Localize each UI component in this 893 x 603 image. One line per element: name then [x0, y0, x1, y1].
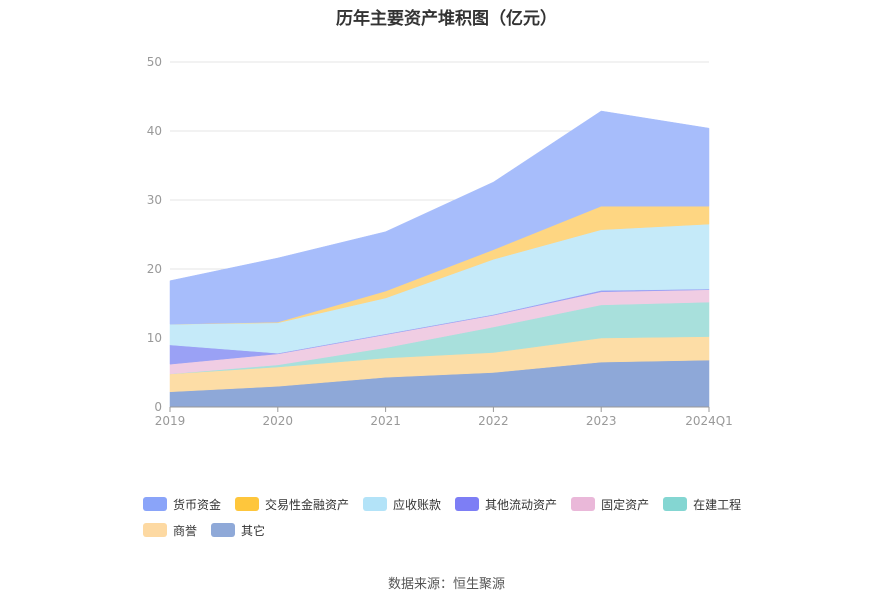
x-tick-label: 2022: [478, 414, 509, 428]
legend-label: 在建工程: [693, 497, 742, 512]
legend-swatch: [211, 523, 236, 537]
legend-swatch: [663, 497, 688, 511]
x-tick-label: 2021: [370, 414, 401, 428]
y-tick-label: 20: [147, 262, 162, 276]
y-tick-label: 40: [147, 124, 162, 138]
x-tick-label: 2023: [586, 414, 617, 428]
legend-swatch: [455, 497, 480, 511]
legend-item[interactable]: 其他流动资产: [455, 495, 557, 513]
legend-swatch: [143, 497, 167, 511]
legend-item[interactable]: 交易性金融资产: [235, 495, 349, 513]
legend-label: 固定资产: [601, 497, 650, 512]
legend-swatch: [363, 497, 388, 511]
area-series-货币资金: [169, 110, 710, 325]
x-tick-label: 2020: [263, 414, 294, 428]
legend-label: 交易性金融资产: [265, 497, 350, 512]
y-tick-label: 50: [147, 55, 162, 69]
y-tick-label: 10: [147, 331, 162, 345]
legend-label: 商誉: [173, 523, 198, 538]
legend-label: 货币资金: [173, 497, 222, 512]
x-tick-label: 2019: [155, 414, 186, 428]
legend-item[interactable]: 其它: [211, 521, 265, 539]
legend-item[interactable]: 商誉: [143, 521, 197, 539]
area-series: [169, 110, 710, 408]
legend: 货币资金 交易性金融资产 应收账款 其他流动资产 固定资产 在建工程商誉 其它: [143, 495, 783, 547]
axes: 0 10 20 30 40 50 2019 2020 2021 2022 2023 2024Q1: [147, 55, 733, 428]
y-tick-label: 0: [154, 400, 162, 414]
data-source: 数据来源：恒生聚源: [387, 577, 505, 592]
stacked-area-chart: 0 10 20 30 40 50 2019 2020 2021 2022 2023 2024Q1: [147, 55, 733, 428]
legend-label: 其他流动资产: [485, 497, 558, 512]
legend-item[interactable]: 在建工程: [663, 495, 741, 513]
legend-swatch: [235, 497, 260, 511]
legend-item[interactable]: 固定资产: [571, 495, 649, 513]
legend-label: 其它: [241, 523, 266, 538]
x-tick-label: 2024Q1: [685, 414, 733, 428]
chart-title: 历年主要资产堆积图（亿元）: [336, 9, 557, 29]
legend-item[interactable]: 货币资金: [143, 495, 221, 513]
legend-label: 应收账款: [393, 497, 442, 512]
legend-swatch: [571, 497, 596, 511]
legend-swatch: [143, 523, 167, 537]
y-tick-label: 30: [147, 193, 162, 207]
legend-item[interactable]: 应收账款: [363, 495, 441, 513]
